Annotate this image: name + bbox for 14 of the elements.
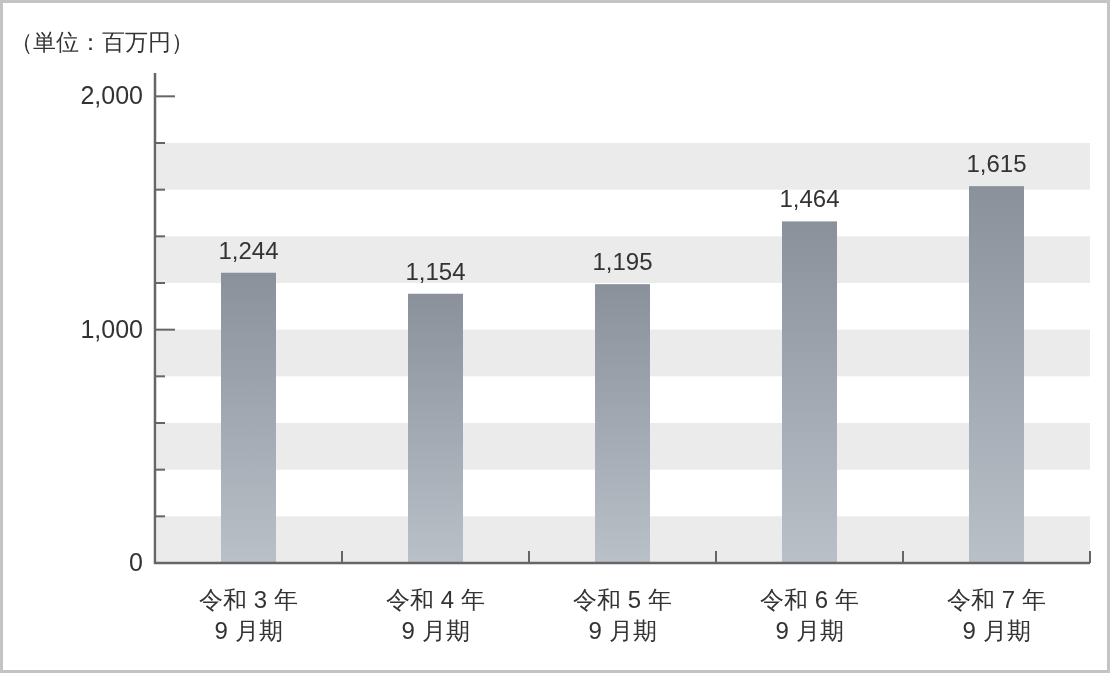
data-label: 1,244	[218, 236, 279, 264]
x-tick-label: 令和 5 年 9 月期	[573, 586, 672, 644]
y-tick-label: 2,000	[80, 81, 143, 110]
y-axis-title: （単位：百万円）	[10, 29, 194, 55]
x-tick-label: 令和 6 年 9 月期	[760, 586, 859, 644]
x-tick-label: 令和 3 年 9 月期	[199, 586, 298, 644]
data-label: 1,154	[405, 257, 466, 285]
data-label: 1,615	[966, 150, 1027, 178]
data-label: 1,195	[592, 248, 653, 276]
x-tick-label: 令和 7 年 9 月期	[947, 586, 1046, 644]
x-tick-label: 令和 4 年 9 月期	[386, 586, 485, 644]
y-tick-label: 0	[129, 548, 143, 576]
y-tick-label: 1,000	[80, 314, 143, 343]
data-label: 1,464	[779, 185, 840, 213]
